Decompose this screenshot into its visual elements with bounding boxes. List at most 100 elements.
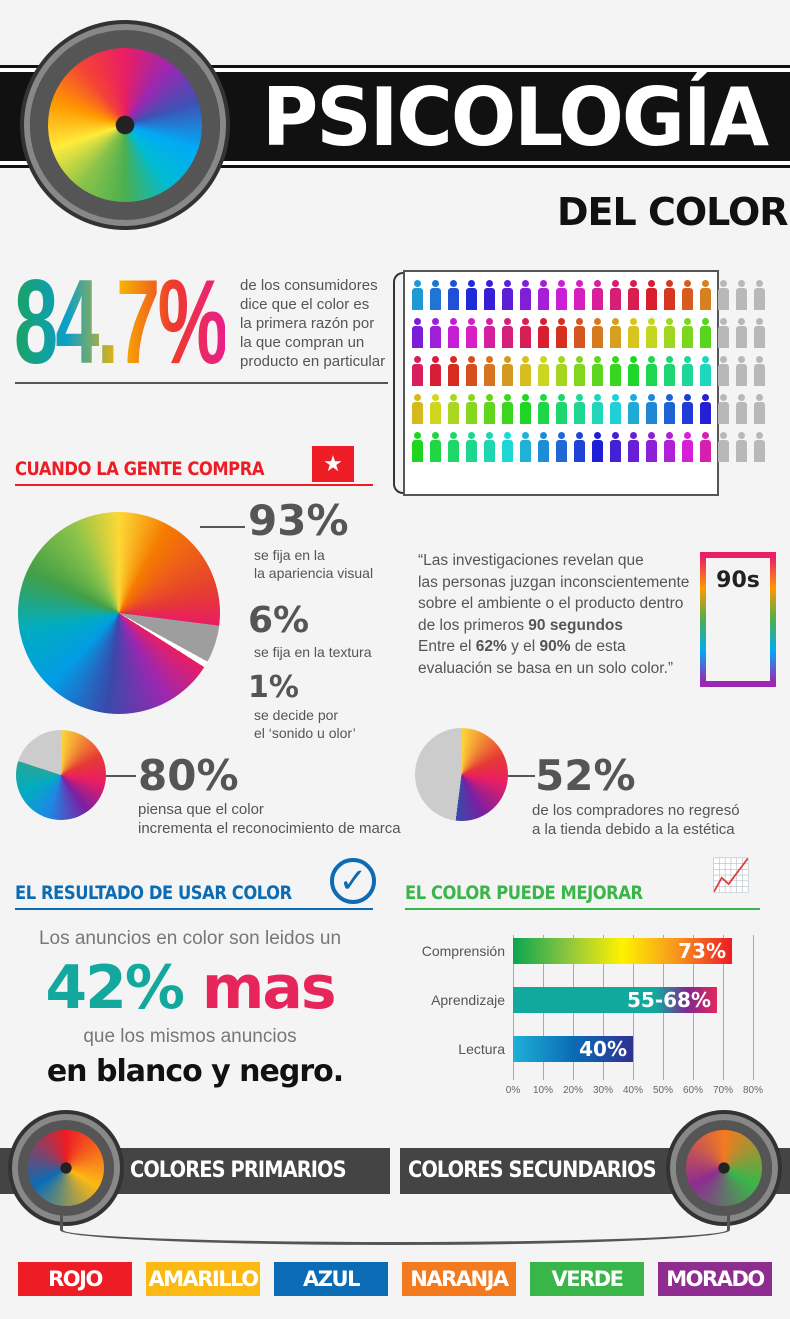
people-grid [410,280,770,462]
person-icon [608,394,622,424]
person-icon [698,356,712,386]
growth-chart-icon: 📈 [711,857,751,893]
person-icon [554,280,568,310]
person-icon [536,432,550,462]
person-icon [500,356,514,386]
person-icon [536,394,550,424]
x-tick-label: 60% [682,1085,703,1096]
person-icon [590,394,604,424]
section-title-shopping: CUANDO LA GENTE COMPRA [15,458,265,480]
person-icon [410,356,424,386]
person-icon [608,318,622,348]
color-box-naranja: NARANJA [402,1262,516,1296]
person-icon [572,318,586,348]
person-icon [428,356,442,386]
leader-line [508,775,535,777]
stat-1: 1% [248,670,299,705]
person-icon [554,432,568,462]
divider [15,382,388,384]
stat-6-text: se fija en la textura [254,644,372,660]
page-title: PSICOLOGÍA [262,71,769,164]
person-icon [680,318,694,348]
person-icon [734,280,748,310]
person-icon [572,432,586,462]
person-icon [680,280,694,310]
stat-1-text: se decide por el ‘sonido u olor’ [254,707,356,741]
person-icon [626,318,640,348]
person-icon [554,356,568,386]
person-icon [446,394,460,424]
page-subtitle: DEL COLOR [557,190,789,234]
stat-main-text: de los consumidores dice que el color es l… [240,277,386,370]
stat-52: 52% [535,751,636,800]
divider [15,484,373,486]
person-icon [608,356,622,386]
leader-line [200,526,245,528]
person-icon [554,318,568,348]
bar-comprensión: 73% [513,938,732,964]
banner-gap [390,1135,400,1205]
quote: “Las investigaciones revelan que las pers… [418,552,690,677]
person-icon [518,318,532,348]
person-icon [662,356,676,386]
result-big: 42% mas [45,953,336,1023]
section-title-improve: EL COLOR PUEDE MEJORAR [405,882,643,904]
person-icon [518,280,532,310]
person-icon [626,432,640,462]
person-icon [590,280,604,310]
stat-80-text: piensa que el color incrementa el reconoc… [138,801,401,837]
person-icon [428,432,442,462]
person-icon [662,394,676,424]
person-icon [626,356,640,386]
stat-6: 6% [248,600,310,641]
pie-52 [415,728,508,821]
x-tick-label: 40% [622,1085,643,1096]
person-icon [500,432,514,462]
stat-93: 93% [248,496,349,545]
person-icon [716,318,730,348]
leader-line [106,775,136,777]
person-icon [590,318,604,348]
color-box-morado: MORADO [658,1262,772,1296]
person-icon [698,432,712,462]
primary-colors-label: COLORES PRIMARIOS [130,1158,347,1183]
person-icon [428,318,442,348]
x-tick-label: 0% [505,1085,521,1096]
stat-52-text: de los compradores no regresó a la tienda… [532,802,740,838]
person-icon [626,280,640,310]
color-box-amarillo: AMARILLO [146,1262,260,1296]
person-icon [554,394,568,424]
person-icon [590,356,604,386]
person-icon [644,318,658,348]
person-icon [518,394,532,424]
person-icon [482,318,496,348]
person-icon [536,356,550,386]
checkmark-icon: ✓ [330,858,376,904]
person-icon [644,280,658,310]
gridline [753,935,754,1080]
person-icon [752,318,766,348]
x-tick-label: 70% [712,1085,733,1096]
bar-chart: 0% 10% 20% 30% 40% 50% 60% 70% 80% Comprensión 73%… [400,930,790,1100]
hourglass-icon: 90s [700,552,776,687]
result-line4: en blanco y negro. [46,1054,344,1089]
gridline [723,935,724,1080]
person-icon [716,280,730,310]
person-icon [446,432,460,462]
person-icon [734,318,748,348]
person-icon [752,394,766,424]
person-icon [734,356,748,386]
bar-lectura: 40% [513,1036,633,1062]
person-icon [464,280,478,310]
bar-aprendizaje: 55-68% [513,987,717,1013]
person-icon [536,318,550,348]
lens-primary-icon [18,1120,114,1216]
person-icon [464,318,478,348]
person-icon [572,356,586,386]
person-icon [626,394,640,424]
person-icon [644,356,658,386]
person-icon [500,318,514,348]
person-icon [716,394,730,424]
color-box-verde: VERDE [530,1262,644,1296]
divider [15,908,373,910]
